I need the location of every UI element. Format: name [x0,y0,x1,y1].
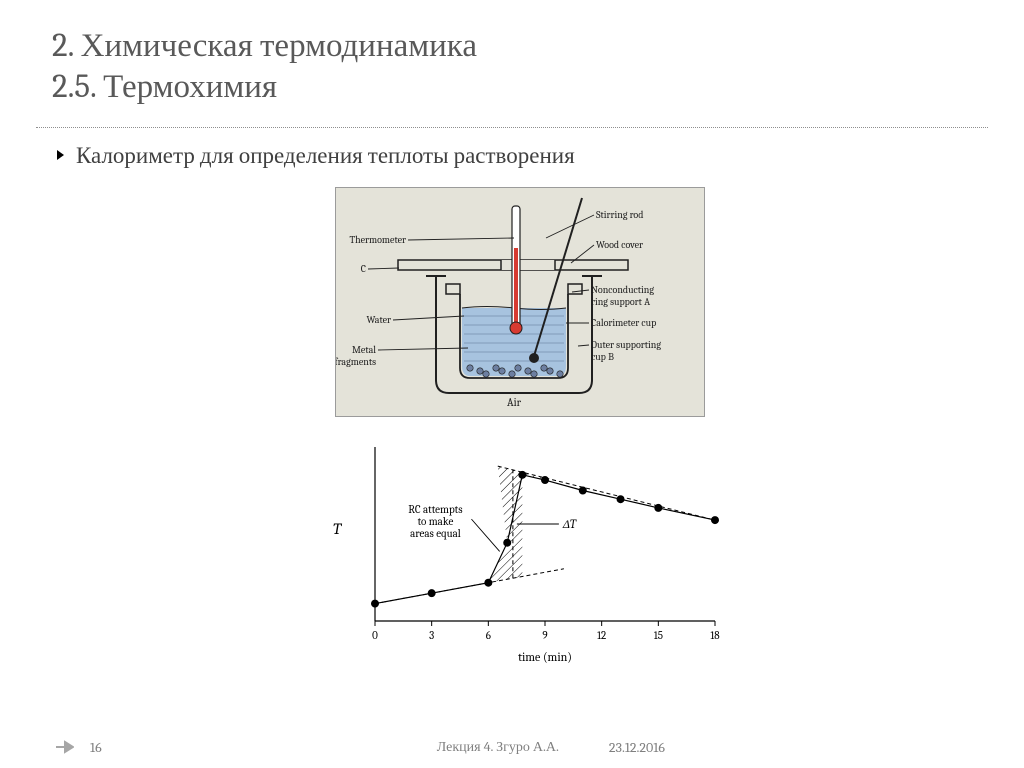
svg-text:cup B: cup B [591,351,614,363]
bullet-marker-icon [56,149,66,161]
slide-title: 2. Химическая термодинамика 2.5. Термохи… [0,0,1024,119]
bullet-row: Калориметр для определения теплоты раств… [56,142,984,169]
title-line-2: 2.5. Термохимия [52,67,984,108]
svg-text:6: 6 [486,629,491,642]
svg-text:Calorimeter cup: Calorimeter cup [591,317,656,329]
figures: Air Thermometer C Water Metalfragments Stirri… [56,187,984,673]
svg-text:15: 15 [654,629,663,642]
svg-text:3: 3 [429,629,434,642]
svg-text:areas equal: areas equal [410,527,461,540]
svg-text:Thermometer: Thermometer [350,234,407,246]
svg-text:12: 12 [597,629,606,642]
svg-text:Metal: Metal [352,344,376,356]
calorimeter-diagram: Air Thermometer C Water Metalfragments Stirri… [335,187,705,417]
footer-arrow-icon [56,740,74,754]
svg-text:Nonconducting: Nonconducting [591,284,654,296]
slide-footer: 16 Лекция 4. Згуро А.А. 23.12.2016 [0,738,1024,756]
title-line-1: 2. Химическая термодинамика [52,26,984,67]
svg-text:0: 0 [372,629,378,642]
svg-text:fragments: fragments [336,356,376,368]
temperature-chart: 0369121518Ttime (min)ΔTRC attemptsto mak… [305,433,735,673]
svg-text:ΔT: ΔT [562,517,577,531]
slide-body: Калориметр для определения теплоты раств… [0,128,1024,673]
footer-date: 23.12.2016 [609,739,665,756]
bullet-text: Калориметр для определения теплоты раств… [76,142,575,169]
footer-page: 16 [90,739,102,756]
svg-text:Stirring rod: Stirring rod [596,209,643,221]
svg-text:T: T [333,520,343,538]
svg-text:Water: Water [366,314,391,326]
svg-text:time (min): time (min) [518,650,572,664]
svg-text:C: C [361,263,366,275]
svg-text:Outer supporting: Outer supporting [591,339,661,351]
svg-text:Air: Air [507,396,522,409]
footer-center: Лекция 4. Згуро А.А. [437,738,559,756]
svg-text:Wood cover: Wood cover [596,239,643,251]
svg-text:9: 9 [542,629,547,642]
svg-text:18: 18 [710,629,720,642]
svg-text:ring support A: ring support A [591,296,650,308]
